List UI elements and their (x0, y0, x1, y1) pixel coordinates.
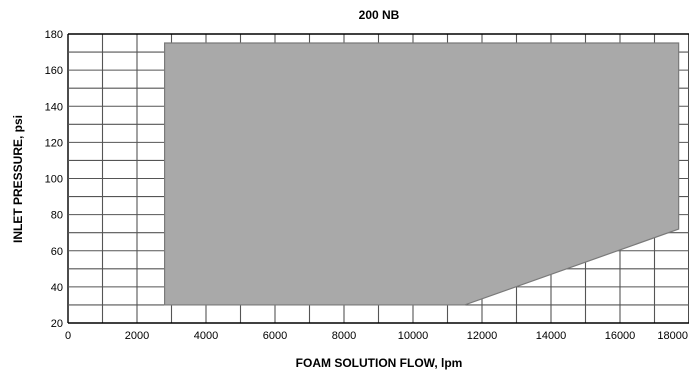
tick-labels: 0 2000 4000 6000 8000 10000 12000 14000 16000 180… (45, 29, 688, 342)
y-axis-label: INLET PRESSURE, psi (11, 115, 25, 243)
chart-title: 200 NB (359, 8, 400, 22)
y-tick-label: 120 (45, 137, 63, 149)
operating-region-area (164, 42, 680, 306)
x-tick-label: 18000 (657, 330, 688, 342)
y-tick-label: 60 (51, 246, 63, 258)
y-tick-label: 100 (45, 174, 63, 186)
x-tick-label: 12000 (467, 330, 498, 342)
operating-region (164, 42, 680, 306)
x-tick-label: 14000 (536, 330, 567, 342)
x-tick-label: 6000 (263, 330, 287, 342)
y-tick-label: 160 (45, 65, 63, 77)
x-tick-label: 0 (65, 330, 71, 342)
x-tick-label: 8000 (332, 330, 356, 342)
y-tick-label: 40 (51, 282, 63, 294)
x-axis-label: FOAM SOLUTION FLOW, lpm (296, 356, 463, 370)
x-tick-label: 2000 (125, 330, 149, 342)
x-tick-label: 16000 (605, 330, 636, 342)
y-tick-label: 20 (51, 318, 63, 330)
y-tick-label: 80 (51, 210, 63, 222)
y-tick-label: 140 (45, 101, 63, 113)
x-tick-label: 10000 (398, 330, 429, 342)
x-tick-label: 4000 (194, 330, 218, 342)
y-tick-label: 180 (45, 29, 63, 41)
